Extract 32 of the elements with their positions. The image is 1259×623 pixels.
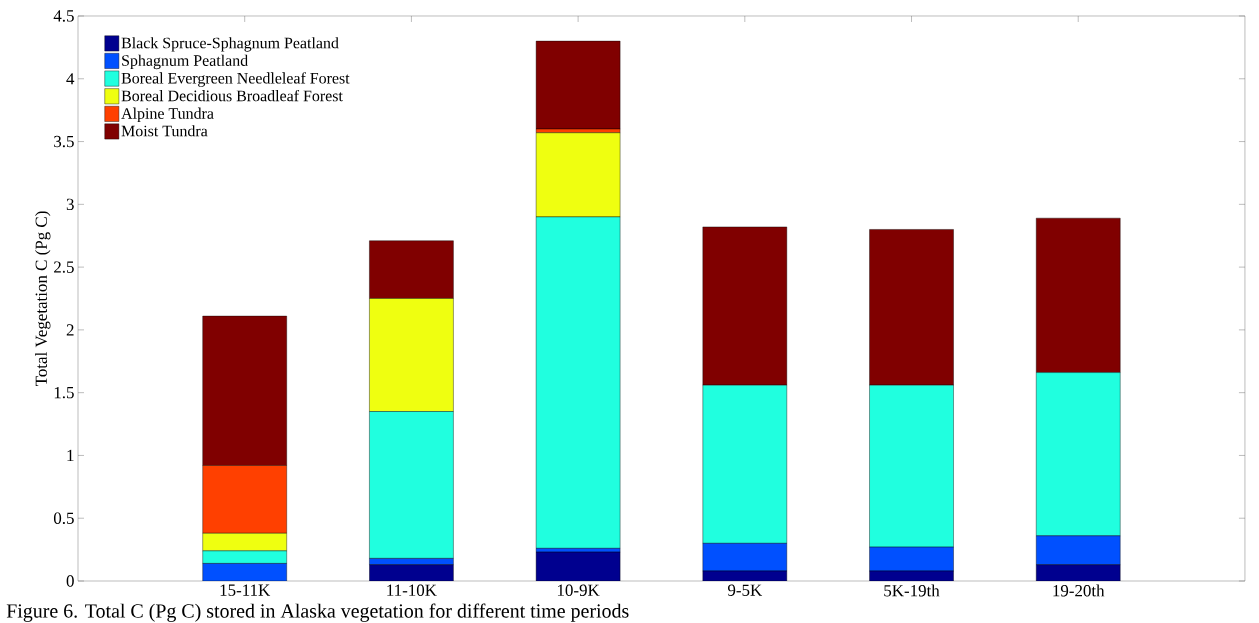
x-tick-label: 9-5K [727,584,763,596]
y-tick-label: 3 [66,198,74,211]
y-tick-label: 2.5 [54,261,74,273]
legend-label: Sphagnum Peatland [122,54,248,70]
bar [535,551,621,581]
bar [702,543,788,572]
x-tick-label: 11-10K [387,584,437,596]
y-tick-label: 1.5 [54,386,74,399]
legend-label: Boreal Decidious Broadleaf Forest [121,89,343,102]
x-tick-label: 19-20th [1053,584,1105,597]
legend-label: Alpine Tundra [121,107,214,123]
legend-label: Boreal Evergreen Needleleaf Forest [121,72,350,87]
bar [369,564,454,581]
bar [535,40,621,130]
y-tick-label: 4.5 [53,10,74,22]
x-tick-label: 15-11K [220,584,271,596]
y-tick-label: 4 [66,73,75,85]
y-tick-label: 1 [67,449,74,462]
bar [1036,535,1121,565]
y-tick-label: 0.5 [53,512,74,524]
y-tick-label: 0 [66,575,74,587]
bar [202,563,287,581]
bar [1036,564,1121,581]
x-tick-label: 10-9K [557,584,600,596]
y-tick-label: 3.5 [54,135,74,148]
bar [869,546,954,572]
x-tick-label: 5K-19th [884,584,940,597]
y-axis-title: Total Vegetation C (Pg C) [35,211,51,387]
y-tick-label: 2 [66,324,74,336]
legend-label: Black Spruce-Sphagnum Peatland [121,37,339,52]
legend-label: Moist Tundra [121,125,208,137]
caption: Figure 6. Total C (Pg C) stored in Alaska vegetation for different time periods [6,603,629,622]
